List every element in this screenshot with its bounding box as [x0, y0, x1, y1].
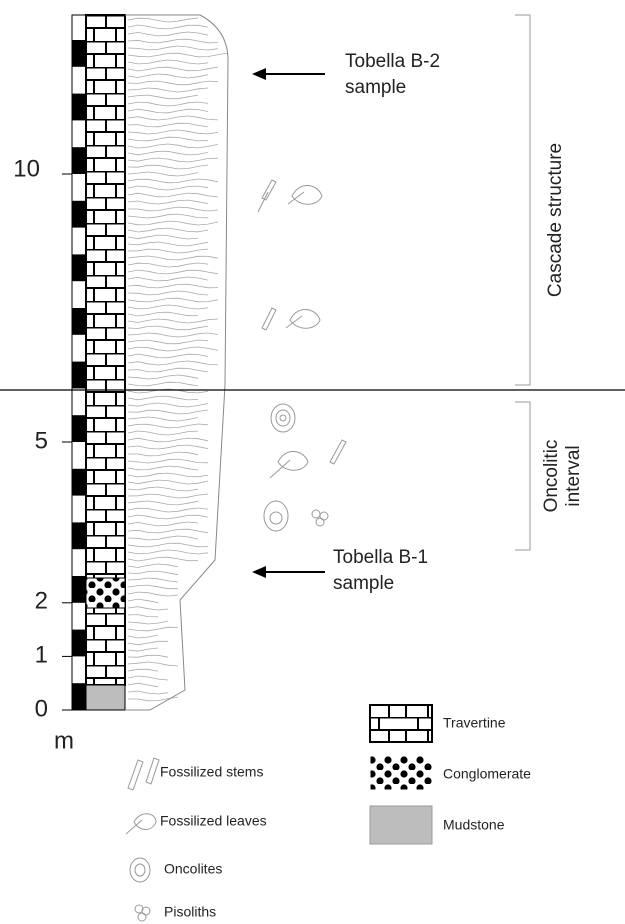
legend-label: Mudstone	[443, 817, 505, 833]
legend-label: Travertine	[443, 715, 506, 731]
scale-label: 2	[35, 587, 48, 614]
scale-segment	[72, 630, 86, 657]
conglomerate-layer	[86, 578, 125, 608]
legend-label: Pisoliths	[164, 904, 216, 920]
scale-segment	[72, 254, 86, 281]
mudstone-layer	[86, 685, 125, 710]
scale-segment	[72, 415, 86, 442]
interval-label: Cascade structure	[545, 143, 566, 297]
scale-segment	[72, 469, 86, 496]
scale-segment	[72, 40, 86, 67]
scale-segment	[72, 362, 86, 389]
legend-swatch	[370, 705, 432, 742]
scale-segment	[72, 683, 86, 710]
scale-label: 1	[35, 641, 48, 668]
fossil-icons	[258, 180, 346, 531]
scale-segment	[72, 522, 86, 549]
scale-segment	[72, 94, 86, 121]
scale-segment	[72, 201, 86, 228]
bracket	[515, 15, 530, 385]
scale-label: 0	[35, 695, 48, 722]
legend-swatch	[370, 756, 432, 790]
scale-segment	[72, 576, 86, 603]
sample-label: Tobella B-1	[333, 547, 428, 568]
interval-label: Oncolitic	[541, 440, 562, 513]
scale-label: 10	[13, 155, 40, 182]
legend-icons	[126, 758, 159, 921]
sample-label: Tobella B-2	[345, 51, 440, 72]
scale-segment	[72, 147, 86, 174]
lamination	[128, 18, 228, 701]
legend-swatch	[370, 806, 432, 844]
sample-arrow	[252, 566, 325, 578]
scale-segment	[72, 308, 86, 335]
legend-label: Oncolites	[164, 861, 222, 877]
interval-label: interval	[563, 445, 584, 506]
column	[62, 15, 228, 710]
scale-unit: m	[54, 727, 74, 754]
sample-label: sample	[333, 573, 394, 594]
sample-arrow	[252, 68, 325, 80]
legend-label: Conglomerate	[443, 766, 531, 782]
stratigraphic-column: 10 5 2 1 0 m Tobella B-2 sample Tobella …	[0, 0, 625, 924]
legend-label: Fossilized stems	[160, 764, 263, 780]
scale-label: 5	[35, 427, 48, 454]
legend-label: Fossilized leaves	[160, 813, 267, 829]
sample-label: sample	[345, 77, 406, 98]
bracket	[515, 402, 530, 550]
